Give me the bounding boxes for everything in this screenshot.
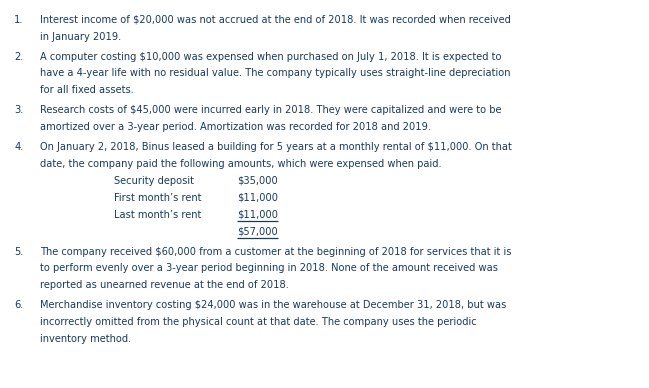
Text: A computer costing $10,000 was expensed when purchased on July 1, 2018. It is ex: A computer costing $10,000 was expensed …	[40, 52, 502, 62]
Text: amortized over a 3-year period. Amortization was recorded for 2018 and 2019.: amortized over a 3-year period. Amortiza…	[40, 122, 431, 132]
Text: First month’s rent: First month’s rent	[114, 193, 201, 203]
Text: Research costs of $45,000 were incurred early in 2018. They were capitalized and: Research costs of $45,000 were incurred …	[40, 105, 502, 115]
Text: $11,000: $11,000	[237, 193, 278, 203]
Text: $57,000: $57,000	[237, 227, 278, 237]
Text: $11,000: $11,000	[237, 210, 278, 220]
Text: Interest income of $20,000 was not accrued at the end of 2018. It was recorded w: Interest income of $20,000 was not accru…	[40, 15, 511, 25]
Text: 6.: 6.	[14, 300, 23, 310]
Text: incorrectly omitted from the physical count at that date. The company uses the p: incorrectly omitted from the physical co…	[40, 317, 477, 327]
Text: 2.: 2.	[14, 52, 23, 62]
Text: 4.: 4.	[14, 142, 23, 152]
Text: On January 2, 2018, Binus leased a building for 5 years at a monthly rental of $: On January 2, 2018, Binus leased a build…	[40, 142, 512, 152]
Text: for all fixed assets.: for all fixed assets.	[40, 85, 134, 95]
Text: in January 2019.: in January 2019.	[40, 32, 121, 42]
Text: 5.: 5.	[14, 246, 23, 256]
Text: have a 4-year life with no residual value. The company typically uses straight-l: have a 4-year life with no residual valu…	[40, 68, 511, 78]
Text: 1.: 1.	[14, 15, 24, 25]
Text: The company received $60,000 from a customer at the beginning of 2018 for servic: The company received $60,000 from a cust…	[40, 246, 512, 256]
Text: inventory method.: inventory method.	[40, 334, 132, 344]
Text: reported as unearned revenue at the end of 2018.: reported as unearned revenue at the end …	[40, 280, 289, 290]
Text: date, the company paid the following amounts, which were expensed when paid.: date, the company paid the following amo…	[40, 159, 442, 169]
Text: Security deposit: Security deposit	[114, 176, 193, 186]
Text: Last month’s rent: Last month’s rent	[114, 210, 201, 220]
Text: Merchandise inventory costing $24,000 was in the warehouse at December 31, 2018,: Merchandise inventory costing $24,000 wa…	[40, 300, 507, 310]
Text: $35,000: $35,000	[237, 176, 278, 186]
Text: 3.: 3.	[14, 105, 23, 115]
Text: to perform evenly over a 3-year period beginning in 2018. None of the amount rec: to perform evenly over a 3-year period b…	[40, 263, 498, 274]
